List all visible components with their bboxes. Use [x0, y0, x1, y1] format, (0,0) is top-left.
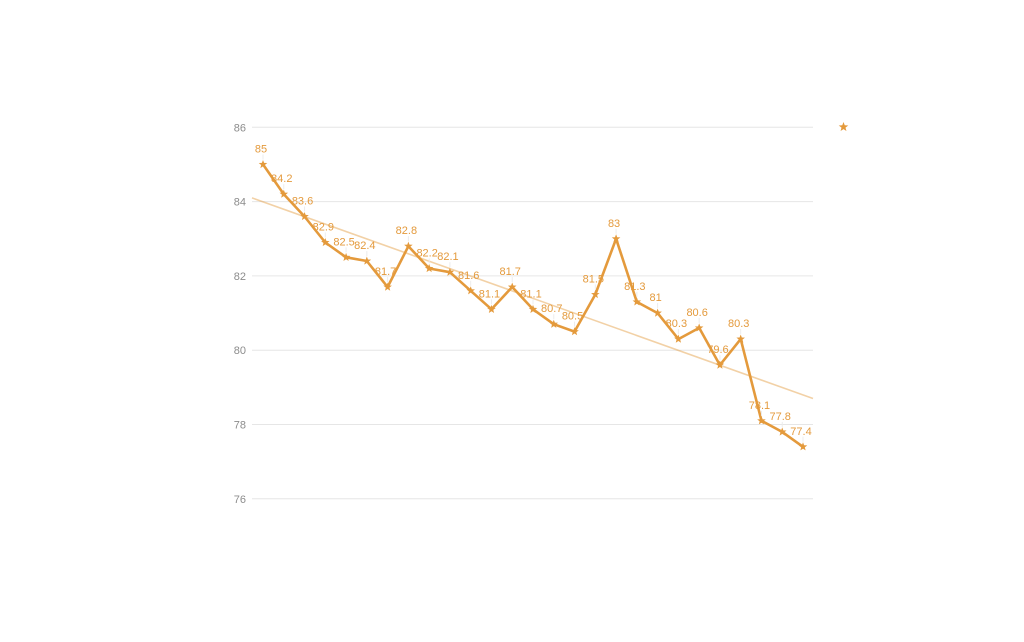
data-point-star-marker[interactable]: [445, 267, 455, 276]
data-point-label: 83: [608, 218, 620, 230]
data-point-star-marker[interactable]: [591, 289, 600, 299]
data-point-label: 85: [255, 143, 267, 155]
data-point-label: 81.1: [520, 288, 541, 300]
data-point-label: 81: [649, 292, 661, 304]
data-point-label: 81.6: [458, 270, 479, 282]
data-point-label: 82.2: [416, 247, 437, 259]
data-point-label: 80.3: [666, 318, 687, 330]
legend-star-icon[interactable]: [838, 122, 849, 132]
data-point-star-marker[interactable]: [694, 323, 704, 332]
data-point-label: 80.3: [728, 318, 749, 330]
data-point-star-marker[interactable]: [798, 442, 808, 451]
data-point-label: 77.4: [790, 426, 811, 438]
data-point-label: 80.7: [541, 303, 562, 315]
data-point-star-marker[interactable]: [383, 282, 392, 291]
data-point-star-marker[interactable]: [611, 234, 621, 243]
data-point-star-marker[interactable]: [321, 237, 330, 247]
data-point-star-marker[interactable]: [362, 256, 372, 265]
y-axis-tick-label: 86: [234, 122, 246, 134]
data-point-star-marker[interactable]: [777, 427, 787, 436]
data-point-label: 83.6: [292, 195, 313, 207]
data-point-star-marker[interactable]: [757, 416, 766, 425]
data-point-label: 77.8: [770, 411, 791, 423]
data-point-star-marker[interactable]: [653, 308, 662, 317]
data-point-star-marker[interactable]: [632, 297, 642, 306]
data-point-label: 84.2: [271, 173, 292, 185]
data-point-label: 78.1: [749, 400, 770, 412]
data-point-label: 82.4: [354, 240, 375, 252]
data-point-star-marker[interactable]: [466, 286, 475, 295]
data-point-label: 82.5: [333, 236, 354, 248]
data-point-star-marker[interactable]: [487, 304, 496, 313]
data-point-star-marker[interactable]: [528, 304, 538, 313]
y-axis-tick-label: 78: [234, 420, 246, 432]
data-point-label: 79.6: [707, 344, 728, 356]
data-point-label: 81.7: [375, 266, 396, 278]
data-point-star-marker[interactable]: [736, 334, 745, 343]
data-point-label: 82.8: [396, 225, 417, 237]
data-point-star-marker[interactable]: [258, 159, 268, 169]
y-axis-tick-label: 76: [234, 494, 246, 506]
data-point-star-marker[interactable]: [300, 211, 309, 221]
data-point-label: 80.6: [686, 307, 707, 319]
data-point-star-marker[interactable]: [507, 282, 517, 291]
data-point-star-marker[interactable]: [570, 327, 579, 336]
data-point-star-marker[interactable]: [341, 252, 351, 261]
y-axis-tick-label: 80: [234, 345, 246, 357]
data-point-label: 81.1: [479, 288, 500, 300]
data-point-star-marker[interactable]: [424, 263, 434, 273]
data-point-label: 80.5: [562, 311, 583, 323]
data-point-star-marker[interactable]: [404, 241, 413, 250]
y-axis-tick-label: 82: [234, 271, 246, 283]
data-point-label: 81.3: [624, 281, 645, 293]
data-point-label: 81.7: [500, 266, 521, 278]
data-point-star-marker[interactable]: [674, 334, 683, 343]
data-point-star-marker[interactable]: [549, 319, 559, 328]
data-point-star-marker[interactable]: [715, 360, 725, 369]
y-axis-tick-label: 84: [234, 197, 246, 209]
data-point-star-marker[interactable]: [279, 189, 289, 198]
data-point-label: 81.5: [583, 273, 604, 285]
data-point-label: 82.1: [437, 251, 458, 263]
data-point-label: 82.9: [313, 221, 334, 233]
